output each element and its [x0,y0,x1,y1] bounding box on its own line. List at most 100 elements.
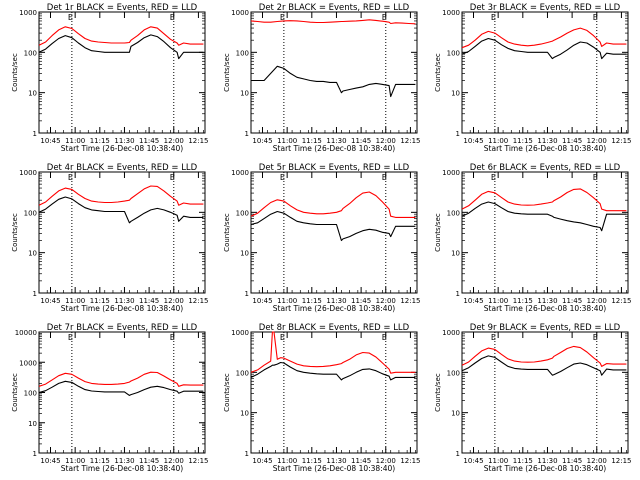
x-axis-label: Start Time (26-Dec-08 10:38:40) [61,304,183,313]
plot-frame [250,11,418,134]
y-tick-label: 10 [240,250,249,258]
y-tick-label: 100 [236,369,249,377]
x-tick-label: 11:45 [351,297,371,305]
x-tick-label: 12:00 [164,297,184,305]
time-marker-label: E [491,173,496,182]
x-tick-label: 12:00 [376,137,396,145]
panel-title: Det 2r BLACK = Events, RED = LLD [259,3,410,13]
x-tick-label: 11:15 [90,137,110,145]
y-tick-label: 1 [245,290,249,298]
panel-det-6: Det 6r BLACK = Events, RED = LLD 1 10 100 10… [434,163,632,313]
events-series-line [250,361,416,381]
lld-series-line [250,331,416,374]
events-series-line [250,210,416,242]
y-tick-label: 1000 [442,329,460,337]
x-tick-label: 10:45 [40,137,60,145]
x-tick-label: 12:00 [376,297,396,305]
y-axis-label: Counts/sec [11,373,19,412]
x-tick-label: 12:00 [587,297,607,305]
x-tick-label: 11:15 [302,137,322,145]
panel-title: Det 1r BLACK = Events, RED = LLD [47,3,198,13]
x-tick-label: 12:15 [188,297,208,305]
y-tick-label: 100 [447,209,460,217]
x-tick-label: 11:45 [139,457,159,465]
x-tick-label: 11:15 [513,297,533,305]
events-series-line [38,380,204,396]
panel-det-2: Det 2r BLACK = Events, RED = LLD 1 10 100 10… [223,3,421,153]
y-tick-label: 1000 [19,169,37,177]
x-tick-label: 12:15 [188,457,208,465]
y-tick-label: 10 [28,90,37,98]
x-tick-label: 10:45 [252,297,272,305]
x-tick-label: 11:45 [562,297,582,305]
x-tick-label: 11:45 [562,137,582,145]
plot-frame [250,171,418,294]
x-tick-label: 11:00 [277,297,297,305]
y-tick-label: 1 [33,450,37,458]
y-tick-label: 10 [28,250,37,258]
y-tick-label: 1000 [442,9,460,17]
y-tick-label: 1 [245,450,249,458]
plot-frame [38,11,206,134]
y-tick-label: 1 [33,130,37,138]
time-marker-label: E [280,173,285,182]
x-tick-label: 11:00 [277,457,297,465]
panel-title: Det 5r BLACK = Events, RED = LLD [259,163,410,173]
time-marker-label: E [593,333,598,342]
x-tick-label: 12:00 [164,137,184,145]
y-tick-label: 10 [240,90,249,98]
events-series-line [461,37,627,60]
y-tick-label: 10 [28,420,37,428]
x-tick-label: 10:45 [252,457,272,465]
x-tick-label: 10:45 [40,457,60,465]
x-axis-label: Start Time (26-Dec-08 10:38:40) [61,144,183,153]
time-marker-label: E [280,333,285,342]
time-marker-label: E [382,333,387,342]
panel-title: Det 4r BLACK = Events, RED = LLD [47,163,198,173]
events-series-line [461,355,627,376]
y-axis-label: Counts/sec [434,53,442,92]
x-tick-label: 10:45 [463,137,483,145]
x-tick-label: 11:15 [302,297,322,305]
y-axis-label: Counts/sec [223,373,231,412]
y-tick-label: 1000 [19,359,37,367]
time-marker-label: E [491,13,496,22]
x-tick-label: 11:15 [302,457,322,465]
x-axis-label: Start Time (26-Dec-08 10:38:40) [273,144,395,153]
events-series-line [251,65,416,98]
x-tick-label: 11:15 [513,457,533,465]
y-tick-label: 10 [451,250,460,258]
x-tick-label: 11:45 [562,457,582,465]
lld-series-line [38,26,204,46]
panel-det-5: Det 5r BLACK = Events, RED = LLD 1 10 100 10… [223,163,421,313]
y-axis-label: Counts/sec [11,53,19,92]
x-tick-label: 11:15 [90,457,110,465]
y-tick-label: 100 [447,369,460,377]
y-tick-label: 10 [240,410,249,418]
y-tick-label: 100 [24,390,37,398]
y-axis-label: Counts/sec [223,53,231,92]
y-tick-label: 100 [24,49,37,57]
lld-series-line [250,191,416,218]
y-tick-label: 1000 [231,329,249,337]
x-axis-label: Start Time (26-Dec-08 10:38:40) [484,464,606,473]
lld-series-line [461,27,627,49]
x-tick-label: 11:45 [139,137,159,145]
x-tick-label: 11:00 [65,457,85,465]
x-tick-label: 10:45 [40,297,60,305]
events-series-line [38,34,204,60]
y-tick-label: 1000 [19,9,37,17]
x-axis-label: Start Time (26-Dec-08 10:38:40) [484,144,606,153]
x-tick-label: 12:15 [611,457,631,465]
plot-frame [461,171,629,294]
x-tick-label: 11:00 [488,137,508,145]
x-tick-label: 12:15 [400,137,420,145]
plot-frame [250,331,418,454]
y-tick-label: 1 [33,290,37,298]
x-tick-label: 11:00 [65,297,85,305]
events-series-line [38,196,204,224]
x-tick-label: 11:30 [114,297,134,305]
x-tick-label: 11:15 [513,137,533,145]
y-tick-label: 1 [456,290,460,298]
